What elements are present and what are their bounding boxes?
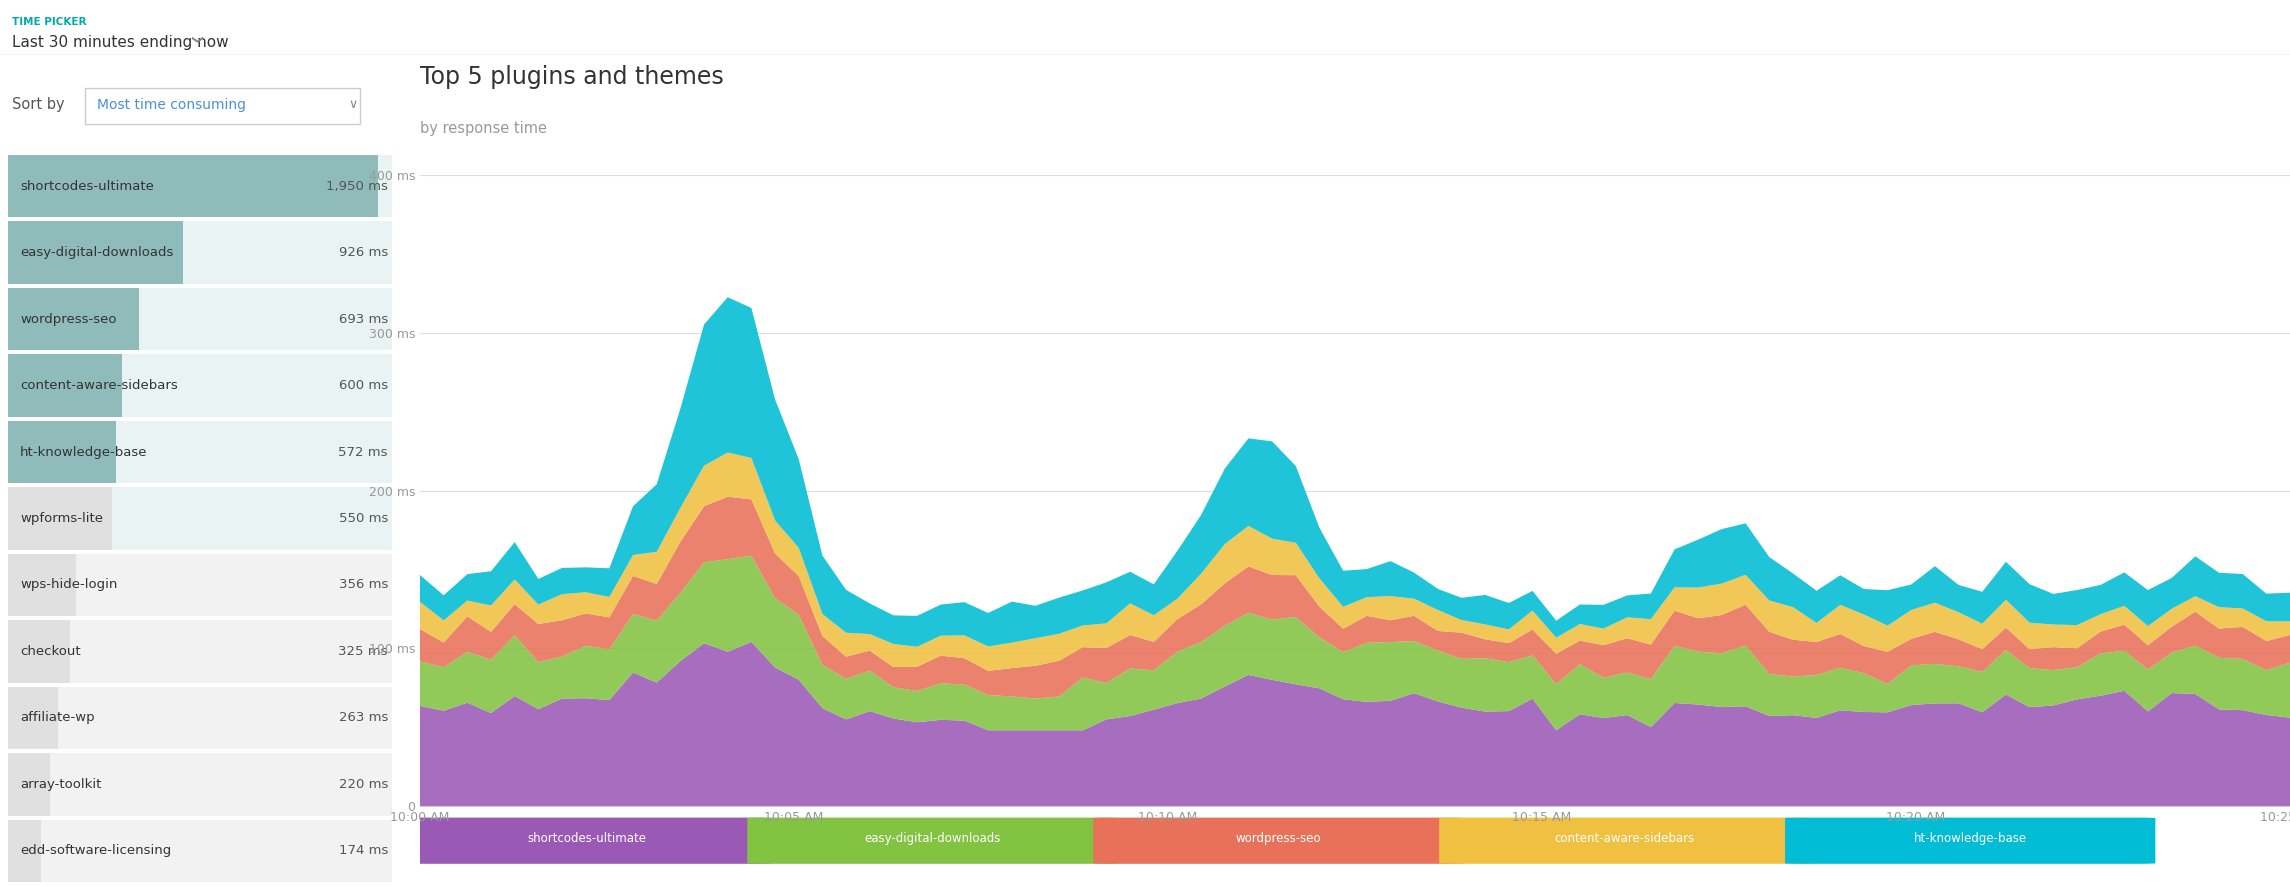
Bar: [85, 88, 360, 124]
FancyBboxPatch shape: [1786, 818, 2155, 864]
Text: 926 ms: 926 ms: [339, 246, 387, 260]
Text: checkout: checkout: [21, 645, 80, 658]
Text: 572 ms: 572 ms: [339, 446, 387, 459]
Text: 356 ms: 356 ms: [339, 579, 387, 592]
Text: wps-hide-login: wps-hide-login: [21, 579, 117, 592]
Text: TIME PICKER: TIME PICKER: [11, 17, 87, 27]
Text: Last 30 minutes ending now: Last 30 minutes ending now: [11, 35, 229, 50]
Text: Most time consuming: Most time consuming: [96, 98, 245, 112]
Text: easy-digital-downloads: easy-digital-downloads: [21, 246, 174, 260]
Bar: [7, 288, 392, 350]
FancyBboxPatch shape: [1092, 818, 1463, 864]
Text: easy-digital-downloads: easy-digital-downloads: [863, 832, 1001, 845]
Text: 1,950 ms: 1,950 ms: [325, 180, 387, 193]
Bar: [7, 421, 117, 483]
FancyBboxPatch shape: [747, 818, 1118, 864]
Text: 550 ms: 550 ms: [339, 512, 387, 525]
Text: ht-knowledge-base: ht-knowledge-base: [21, 446, 147, 459]
Bar: [7, 155, 378, 217]
Bar: [7, 554, 76, 616]
Bar: [7, 753, 50, 815]
FancyBboxPatch shape: [1438, 818, 1809, 864]
Text: 600 ms: 600 ms: [339, 379, 387, 392]
Bar: [7, 687, 57, 749]
Bar: [7, 487, 112, 549]
Text: 325 ms: 325 ms: [339, 645, 387, 658]
FancyBboxPatch shape: [401, 818, 772, 864]
Text: ❯: ❯: [190, 35, 199, 44]
Bar: [7, 155, 392, 217]
Text: Sort by: Sort by: [11, 97, 64, 113]
Bar: [7, 620, 392, 682]
Text: edd-software-licensing: edd-software-licensing: [21, 844, 172, 858]
Text: 220 ms: 220 ms: [339, 778, 387, 791]
Text: array-toolkit: array-toolkit: [21, 778, 101, 791]
Bar: [7, 222, 392, 284]
Text: 693 ms: 693 ms: [339, 313, 387, 326]
Bar: [7, 288, 140, 350]
Bar: [7, 487, 392, 549]
Bar: [7, 753, 392, 815]
Bar: [7, 620, 69, 682]
Text: shortcodes-ultimate: shortcodes-ultimate: [21, 180, 153, 193]
Text: by response time: by response time: [419, 121, 547, 136]
Text: shortcodes-ultimate: shortcodes-ultimate: [527, 832, 646, 845]
Text: ∨: ∨: [348, 98, 357, 112]
Text: wordpress-seo: wordpress-seo: [1237, 832, 1321, 845]
Text: Top 5 plugins and themes: Top 5 plugins and themes: [419, 65, 724, 89]
Text: wordpress-seo: wordpress-seo: [21, 313, 117, 326]
Bar: [7, 820, 41, 882]
Text: affiliate-wp: affiliate-wp: [21, 711, 94, 725]
Bar: [7, 554, 392, 616]
Bar: [7, 421, 392, 483]
Text: content-aware-sidebars: content-aware-sidebars: [21, 379, 179, 392]
Bar: [7, 354, 392, 416]
Text: ht-knowledge-base: ht-knowledge-base: [1914, 832, 2027, 845]
Bar: [7, 820, 392, 882]
Text: 263 ms: 263 ms: [339, 711, 387, 725]
Bar: [7, 687, 392, 749]
Bar: [7, 354, 121, 416]
Text: wpforms-lite: wpforms-lite: [21, 512, 103, 525]
Bar: [7, 222, 183, 284]
Text: content-aware-sidebars: content-aware-sidebars: [1555, 832, 1695, 845]
Text: 174 ms: 174 ms: [339, 844, 387, 858]
